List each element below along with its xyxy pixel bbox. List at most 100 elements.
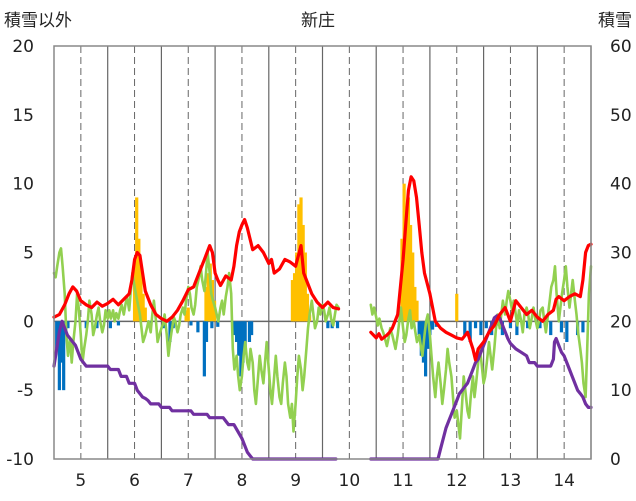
blue-bars-18	[210, 321, 214, 329]
right-axis-ticks: 60 50 40 30 20 10 0	[610, 37, 632, 470]
blue-bars-25	[243, 321, 247, 349]
blue-bars-40	[468, 321, 472, 342]
blue-bars-55	[581, 321, 585, 333]
left-tick-label: 15	[12, 106, 34, 126]
left-axis-label: 積雪以外	[4, 11, 72, 31]
blue-bars-19	[216, 321, 220, 327]
blue-bars-14	[189, 321, 193, 326]
x-tick-label: 6	[129, 471, 140, 491]
x-tick-label: 7	[183, 471, 194, 491]
blue-bars-35	[426, 321, 430, 349]
right-tick-label: 20	[610, 312, 632, 332]
orange-bars-5	[143, 307, 147, 322]
blue-bars-17	[204, 321, 209, 342]
blue-bars-53	[565, 321, 569, 342]
blue-bars-48	[515, 321, 519, 336]
blue-bars-32	[419, 321, 423, 356]
blue-bars-37	[430, 321, 435, 330]
blue-bars-30	[335, 321, 340, 329]
gridlines	[54, 46, 592, 459]
blue-bars-31	[417, 321, 421, 336]
chart-title: 新庄	[301, 11, 335, 31]
orange-bars-29	[415, 300, 419, 322]
orange-bars-20	[305, 293, 310, 322]
orange-bars-1	[135, 197, 139, 322]
x-tick-label: 5	[75, 471, 86, 491]
blue-bars-15	[196, 321, 200, 333]
x-axis-ticks: 5 6 7 8 9 10 11 12 13 14	[75, 471, 575, 491]
orange-bars-7	[186, 307, 190, 322]
green-line-a	[52, 247, 340, 433]
right-tick-label: 10	[610, 381, 632, 401]
x-tick-label: 12	[446, 471, 468, 491]
blue-bars-27	[250, 321, 254, 336]
blue-bars-20	[232, 321, 236, 336]
blue-bars-47	[508, 321, 513, 329]
orange-bars-2	[137, 238, 141, 322]
right-tick-label: 60	[610, 37, 632, 57]
orange-bars-14	[292, 273, 297, 322]
blue-bars-49	[526, 321, 530, 329]
blue-bars-52	[559, 321, 564, 333]
blue-bars-23	[239, 321, 243, 377]
series-lines	[52, 175, 593, 461]
x-tick-label: 11	[392, 471, 414, 491]
x-tick-label: 14	[553, 471, 575, 491]
orange-bars-8	[204, 286, 208, 322]
x-tick-label: 10	[339, 471, 361, 491]
blue-bars-22	[237, 321, 241, 356]
orange-bars-15	[295, 252, 299, 322]
purple-line-b	[369, 314, 593, 461]
right-tick-label: 30	[610, 244, 632, 264]
blue-bars-28	[326, 321, 330, 329]
orange-bars-19	[303, 252, 307, 322]
right-axis-label: 積雪	[598, 11, 632, 31]
blue-bars-21	[234, 321, 239, 342]
right-tick-label: 50	[610, 106, 632, 126]
blue-bars-9	[116, 321, 121, 326]
blue-bars-12	[168, 321, 172, 342]
left-tick-label: 20	[12, 37, 34, 57]
orange-bars-27	[411, 252, 415, 322]
blue-bars-26	[247, 321, 252, 342]
left-tick-label: 5	[23, 244, 34, 264]
blue-bars-16	[202, 321, 206, 377]
blue-bars-0	[55, 321, 59, 349]
right-tick-label: 40	[610, 175, 632, 195]
left-tick-label: -10	[6, 450, 34, 470]
purple-line-a	[52, 319, 338, 461]
orange-bars-28	[413, 286, 417, 322]
blue-bars-34	[424, 321, 428, 377]
orange-bars-9	[206, 273, 210, 322]
blue-bars-51	[549, 321, 553, 336]
orange-bars-30	[455, 293, 459, 322]
orange-bars-13	[290, 280, 295, 322]
red-line-b	[369, 175, 593, 362]
blue-bars-39	[463, 321, 467, 336]
x-tick-label: 13	[500, 471, 522, 491]
plot-area-frame	[53, 45, 592, 460]
orange-bars-3	[139, 266, 143, 322]
right-tick-label: 0	[610, 450, 621, 470]
x-tick-label: 8	[237, 471, 248, 491]
blue-bars-1	[57, 321, 61, 391]
left-tick-label: -5	[17, 381, 34, 401]
orange-bars-24	[404, 211, 408, 322]
orange-bars-0	[132, 266, 137, 322]
orange-bars-4	[141, 293, 145, 322]
left-axis-ticks: 20 15 10 5 0 -5 -10	[6, 37, 34, 470]
orange-bars-25	[406, 197, 411, 322]
red-line-a	[52, 217, 341, 323]
blue-bars-50	[538, 321, 542, 329]
left-tick-label: 10	[12, 175, 34, 195]
blue-bars-3	[62, 321, 66, 391]
left-tick-label: 0	[23, 312, 34, 332]
blue-bars-2	[59, 321, 64, 363]
orange-bars-6	[184, 310, 188, 322]
x-tick-label: 9	[290, 471, 301, 491]
blue-bars-42	[479, 321, 483, 336]
orange-bars-26	[408, 224, 413, 322]
blue-bars-43	[484, 321, 488, 329]
blue-bars-24	[241, 321, 245, 363]
